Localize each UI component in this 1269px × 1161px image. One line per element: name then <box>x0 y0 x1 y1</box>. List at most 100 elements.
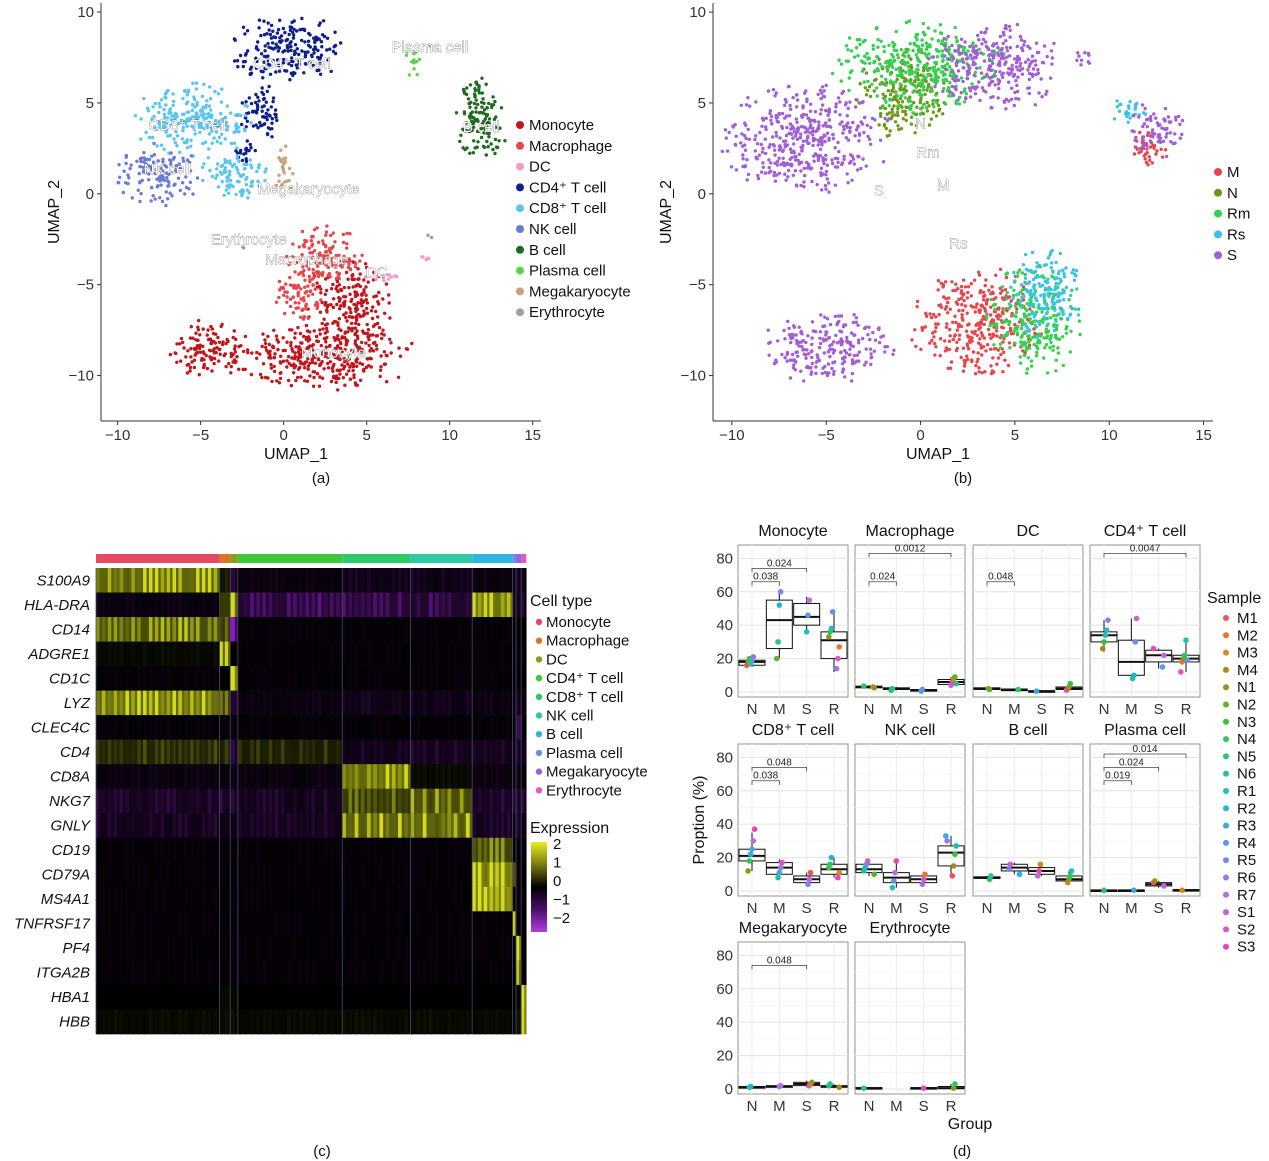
cell-point <box>881 92 885 96</box>
cell-point <box>957 333 962 337</box>
heatmap-stripe <box>329 617 334 642</box>
heatmap-stripe <box>250 617 254 642</box>
cell-point <box>214 176 218 180</box>
cell-point <box>720 149 724 154</box>
cell-point <box>318 310 323 314</box>
cell-point <box>1013 279 1017 283</box>
cell-point <box>303 238 307 243</box>
heatmap-stripe <box>459 568 464 593</box>
cell-point <box>302 350 306 354</box>
cell-point <box>133 113 138 118</box>
cell-point <box>241 64 245 69</box>
cell-point <box>264 345 268 349</box>
cell-point <box>174 168 178 172</box>
cell-point <box>198 333 202 337</box>
cell-point <box>241 25 246 29</box>
gene-label: LYZ <box>64 695 91 712</box>
cell-point <box>297 272 301 276</box>
cell-point <box>243 32 247 36</box>
cell-point <box>808 125 812 130</box>
cell-point <box>931 110 935 114</box>
cell-point <box>991 291 995 296</box>
cell-point <box>302 268 306 273</box>
heatmap-stripe <box>379 568 384 593</box>
cell-point <box>1004 319 1008 324</box>
cell-point <box>1075 58 1079 62</box>
cell-point <box>188 369 192 373</box>
celltype-bar-segment <box>516 554 522 563</box>
cell-point <box>1044 330 1048 334</box>
cell-point <box>255 356 259 360</box>
cell-point <box>1013 304 1018 308</box>
cell-point <box>165 129 169 133</box>
heatmap-stripe <box>521 617 525 642</box>
cell-point <box>1032 286 1036 291</box>
cell-point <box>1029 364 1034 368</box>
cell-point <box>978 337 982 341</box>
cell-point <box>887 133 891 137</box>
legend-key <box>1214 209 1222 218</box>
cell-point <box>1035 335 1040 339</box>
cell-point <box>824 187 828 191</box>
cell-point <box>155 144 159 148</box>
cell-point <box>415 72 419 77</box>
cell-point <box>350 297 354 301</box>
heatmap-stripe <box>125 788 129 814</box>
cell-point <box>362 278 366 282</box>
cell-point <box>228 169 232 174</box>
cell-point <box>454 111 459 115</box>
cell-point <box>774 134 779 138</box>
cell-point <box>911 90 915 94</box>
cell-point <box>299 315 303 319</box>
cell-point <box>147 172 151 176</box>
cell-point <box>350 277 354 281</box>
heatmap-stripe <box>354 568 359 593</box>
cell-point <box>285 179 289 183</box>
cell-point <box>498 126 502 130</box>
heatmap-stripe <box>113 690 118 716</box>
heatmap-stripe <box>404 641 408 667</box>
cell-point <box>1018 34 1023 39</box>
cell-point <box>263 170 267 174</box>
cell-point <box>336 388 340 392</box>
cell-point <box>319 343 323 348</box>
cell-point <box>247 111 251 115</box>
cell-point <box>207 147 211 151</box>
cell-point <box>281 26 286 31</box>
cell-point <box>982 336 987 340</box>
cell-point <box>275 58 280 62</box>
cell-point <box>956 98 960 102</box>
heatmap-stripe <box>441 568 445 593</box>
cell-point <box>209 338 213 342</box>
cell-point <box>254 92 258 97</box>
cell-point <box>310 256 314 260</box>
cell-point <box>316 264 320 268</box>
cell-point <box>894 67 898 72</box>
heatmap-stripe <box>512 617 515 642</box>
cell-point <box>908 42 912 46</box>
cell-point <box>944 48 949 52</box>
cell-point <box>320 321 324 326</box>
cell-point <box>486 145 490 149</box>
cell-point <box>913 70 917 74</box>
cell-point <box>265 89 269 94</box>
cell-point <box>305 264 309 268</box>
cell-point <box>872 89 876 93</box>
cell-point <box>868 347 873 351</box>
heatmap-stripe <box>237 568 242 593</box>
cell-point <box>946 34 950 39</box>
x-tick-label: −10 <box>719 427 744 444</box>
cell-point <box>1004 23 1008 28</box>
cell-point <box>347 257 351 261</box>
cell-point <box>983 283 987 288</box>
cell-point <box>229 111 233 115</box>
cell-point <box>384 282 389 286</box>
heatmap-stripe <box>447 666 452 691</box>
cell-point <box>890 81 894 86</box>
cell-point <box>975 53 979 57</box>
cell-point <box>469 111 473 116</box>
cell-point <box>225 184 229 188</box>
cell-point <box>358 301 363 305</box>
cell-point <box>253 109 257 114</box>
cell-point <box>989 313 993 317</box>
